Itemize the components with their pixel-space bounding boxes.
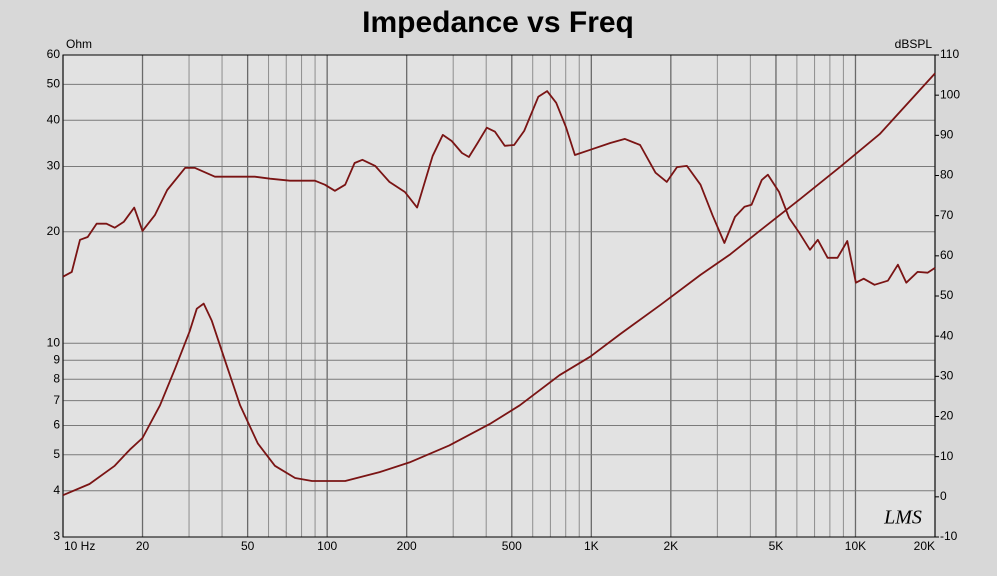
y-tick-label: 3: [53, 529, 60, 543]
y2-tick-label: 90: [940, 128, 954, 142]
y2-tick-label: 20: [940, 409, 954, 423]
x-tick-label: 10 Hz: [64, 539, 95, 553]
x-tick-label: 2K: [663, 539, 678, 553]
y-axis-label: Ohm: [66, 37, 92, 51]
y2-tick-label: 0: [940, 489, 947, 503]
y-tick-label: 20: [47, 224, 61, 238]
y-tick-label: 6: [53, 418, 60, 432]
y2-tick-label: 110: [940, 47, 959, 61]
series-line: [62, 90, 936, 286]
y-tick-label: 5: [53, 447, 60, 461]
y-tick-label: 50: [47, 77, 61, 91]
watermark: LMS: [883, 507, 922, 529]
y2-tick-label: 100: [940, 87, 960, 101]
y2-tick-label: 40: [940, 328, 954, 342]
y2-tick-label: 70: [940, 208, 954, 222]
y-tick-label: 40: [47, 112, 61, 126]
y2-tick-label: 30: [940, 369, 954, 383]
y2-tick-label: -10: [940, 529, 958, 543]
x-tick-label: 200: [397, 539, 417, 553]
plot-area: [63, 55, 935, 537]
y2-tick-label: 10: [940, 449, 954, 463]
y-tick-label: 7: [53, 393, 60, 407]
x-tick-label: 1K: [584, 539, 599, 553]
x-tick-label: 50: [241, 539, 255, 553]
y2-axis-label: dBSPL: [895, 37, 933, 51]
chart-title: Impedance vs Freq: [362, 6, 634, 39]
x-tick-label: 5K: [769, 539, 784, 553]
x-tick-label: 100: [317, 539, 337, 553]
plot-border: [62, 54, 936, 538]
y2-tick-label: 50: [940, 288, 954, 302]
y-tick-label: 4: [53, 483, 60, 497]
x-tick-label: 20K: [914, 539, 935, 553]
y2-tick-label: 80: [940, 168, 954, 182]
y2-tick-label: 60: [940, 248, 954, 262]
y-tick-label: 9: [53, 352, 60, 366]
x-tick-label: 10K: [845, 539, 866, 553]
y-tick-label: 10: [47, 335, 61, 349]
x-tick-label: 20: [136, 539, 150, 553]
y-tick-label: 30: [47, 159, 61, 173]
x-tick-label: 500: [502, 539, 522, 553]
series-line: [62, 72, 936, 497]
y-tick-label: 8: [53, 371, 60, 385]
y-tick-label: 60: [47, 47, 61, 61]
